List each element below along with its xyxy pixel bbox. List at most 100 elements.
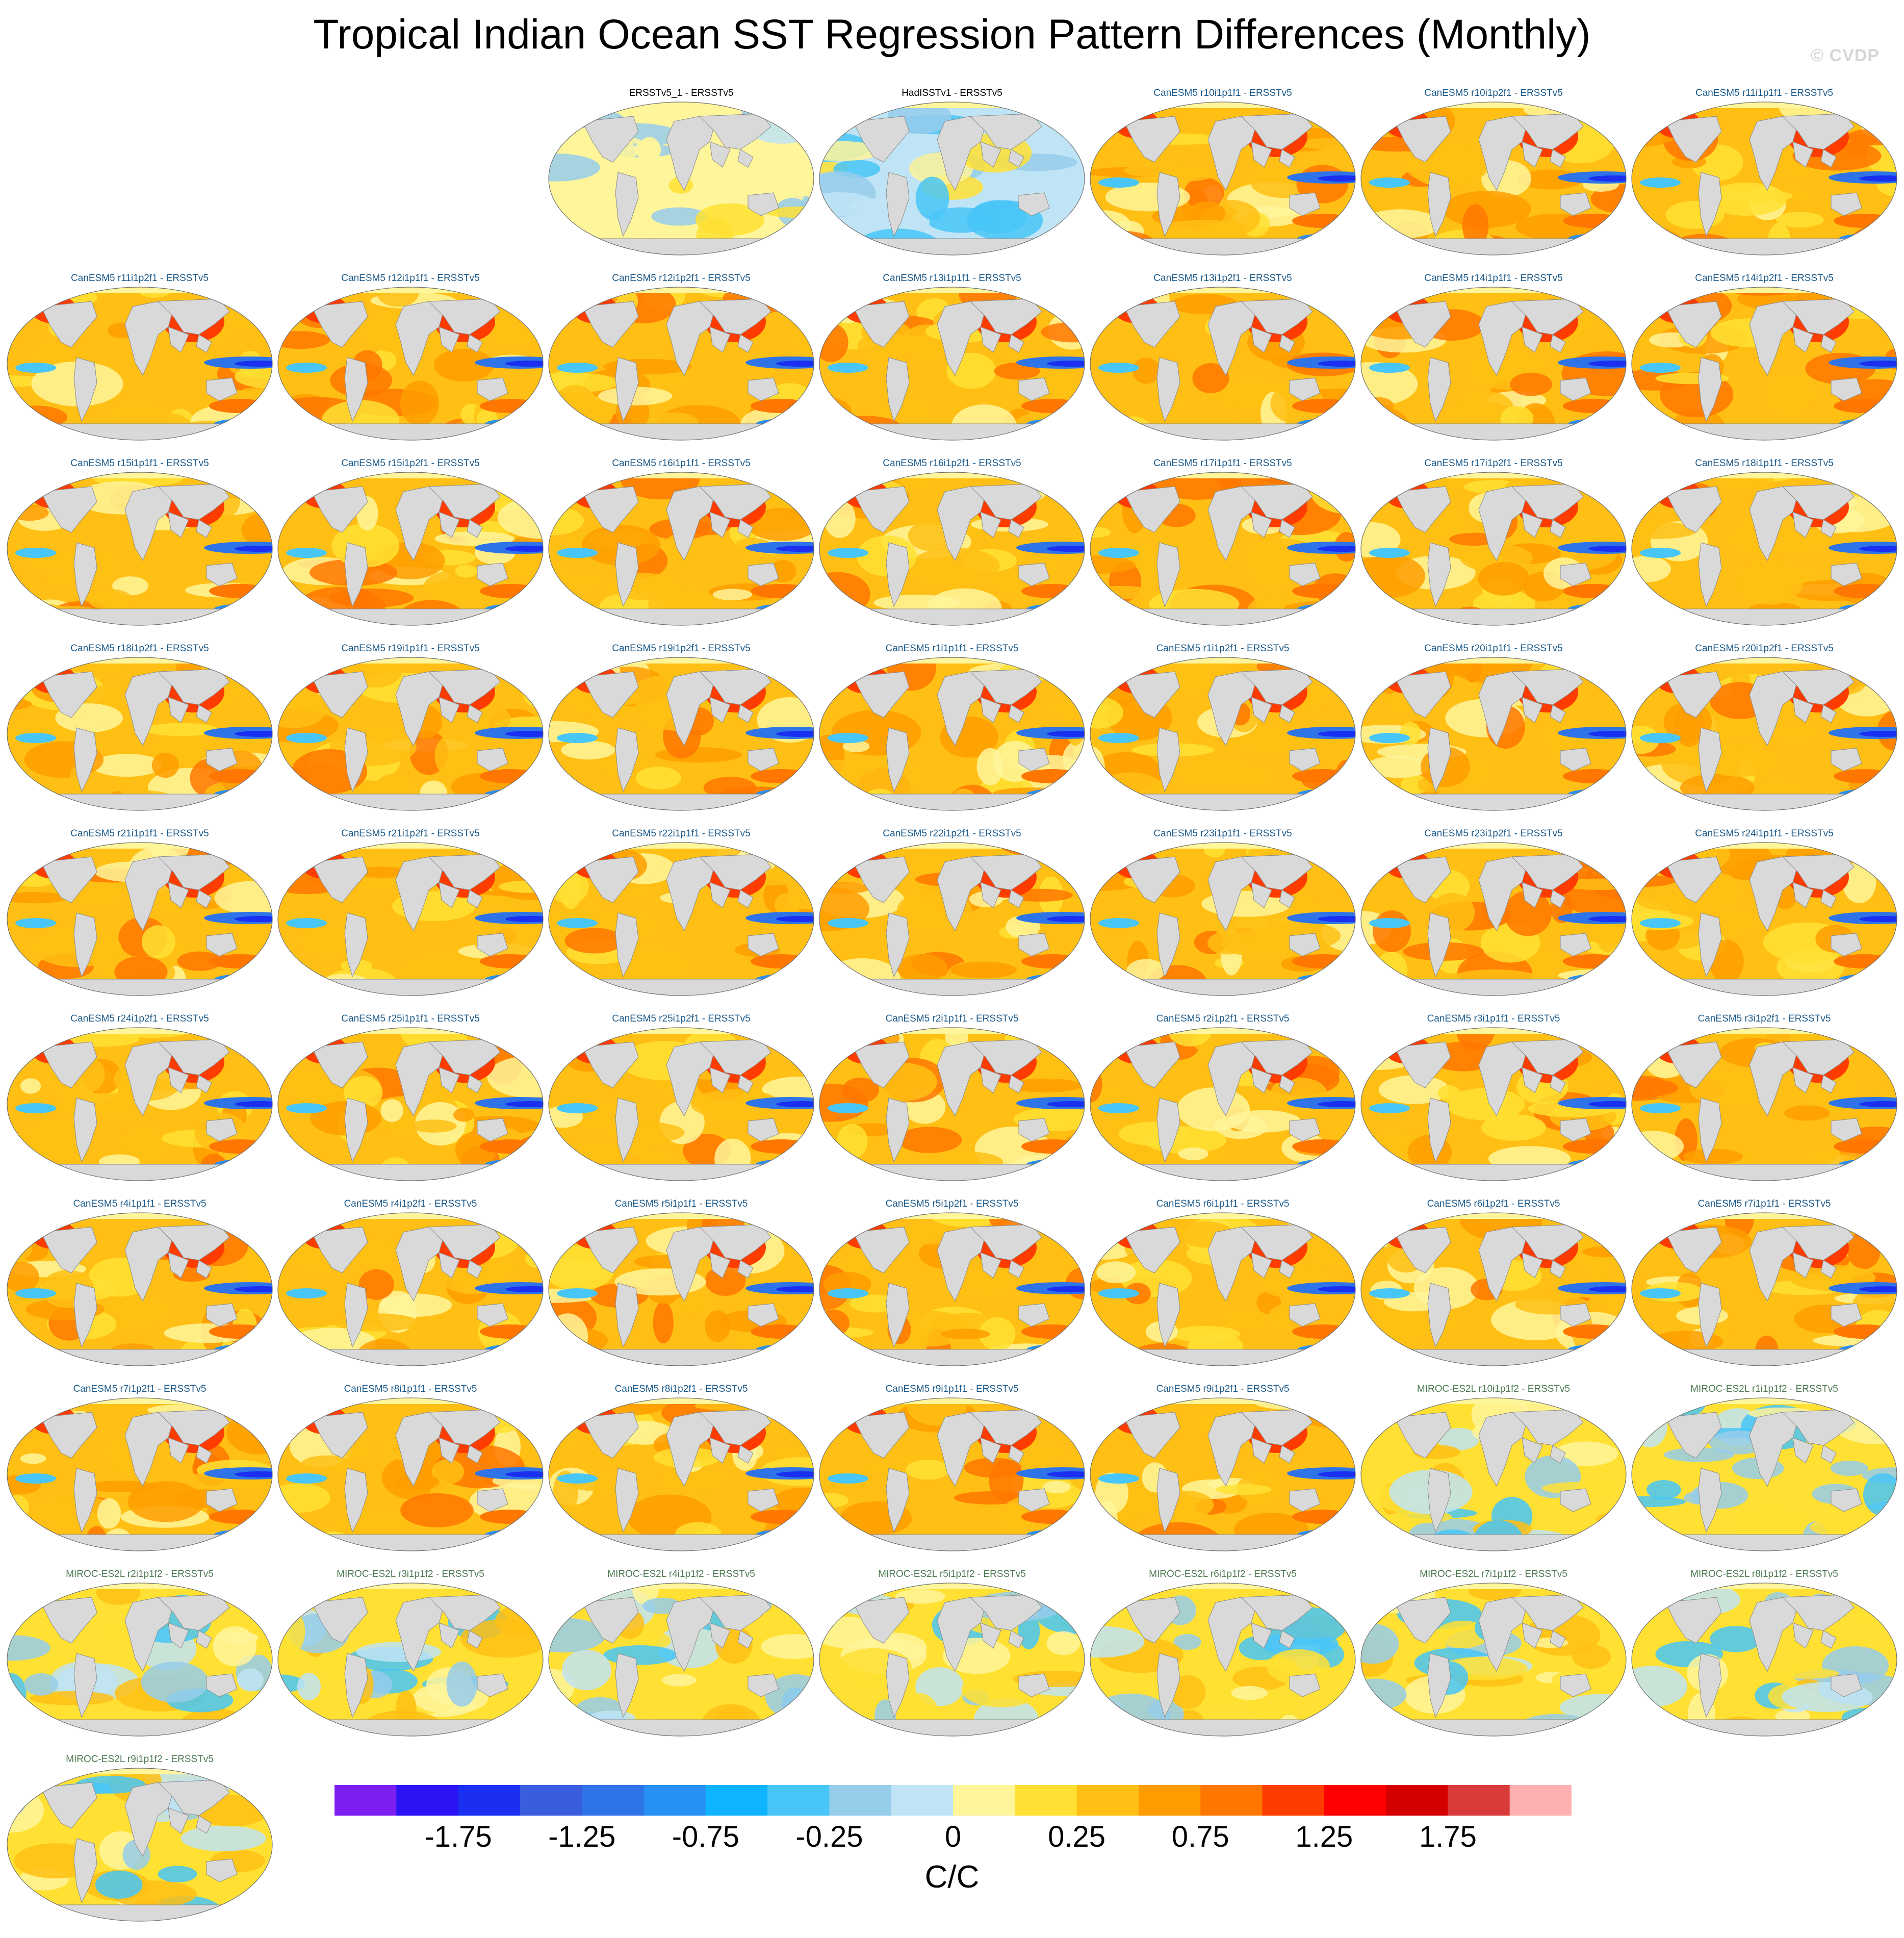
panel-title: CanESM5 r23i1p1f1 - ERSSTv5 <box>1153 828 1292 839</box>
map-panel: CanESM5 r10i1p1f1 - ERSSTv5 <box>1088 87 1357 272</box>
colorbar-box <box>582 1785 644 1816</box>
map-panel: CanESM5 r18i1p1f1 - ERSSTv5 <box>1630 457 1899 642</box>
map-panel: MIROC-ES2L r9i1p1f2 - ERSSTv5 <box>5 1753 274 1938</box>
panel-title: CanESM5 r1i1p2f1 - ERSSTv5 <box>1156 643 1290 654</box>
map-panel: CanESM5 r25i1p2f1 - ERSSTv5 <box>547 1012 816 1197</box>
global-map <box>819 287 1085 441</box>
panel-title: MIROC-ES2L r8i1p1f2 - ERSSTv5 <box>1690 1569 1838 1579</box>
map-panel: MIROC-ES2L r2i1p1f2 - ERSSTv5 <box>5 1568 274 1753</box>
map-panel: CanESM5 r23i1p1f1 - ERSSTv5 <box>1088 827 1357 1012</box>
panel-title: CanESM5 r24i1p2f1 - ERSSTv5 <box>70 1013 209 1024</box>
map-panel: MIROC-ES2L r5i1p1f2 - ERSSTv5 <box>817 1568 1087 1753</box>
global-map <box>548 1583 814 1737</box>
global-map <box>1090 1397 1356 1551</box>
panel-title: CanESM5 r25i1p2f1 - ERSSTv5 <box>612 1013 751 1024</box>
colorbar-tick-label: -0.75 <box>672 1820 739 1853</box>
map-panel: CanESM5 r4i1p1f1 - ERSSTv5 <box>5 1197 274 1383</box>
panel-title: CanESM5 r8i1p1f1 - ERSSTv5 <box>344 1384 477 1394</box>
colorbar-box <box>1386 1785 1448 1816</box>
global-map <box>1090 842 1356 996</box>
map-panel: CanESM5 r13i1p1f1 - ERSSTv5 <box>817 272 1087 457</box>
panel-title: CanESM5 r13i1p2f1 - ERSSTv5 <box>1153 273 1292 284</box>
colorbar-box <box>705 1785 768 1816</box>
global-map <box>819 1583 1085 1737</box>
panel-title: CanESM5 r3i1p1f1 - ERSSTv5 <box>1427 1013 1560 1024</box>
global-map <box>277 1212 544 1366</box>
panel-title: CanESM5 r22i1p1f1 - ERSSTv5 <box>612 828 751 839</box>
map-panel: CanESM5 r15i1p2f1 - ERSSTv5 <box>276 457 545 642</box>
map-panel: CanESM5 r10i1p2f1 - ERSSTv5 <box>1359 87 1628 272</box>
global-map <box>1360 1583 1627 1737</box>
global-map <box>1360 1027 1627 1181</box>
global-map <box>7 1027 273 1181</box>
panel-title: CanESM5 r20i1p2f1 - ERSSTv5 <box>1695 643 1834 654</box>
panel-title: HadISSTv1 - ERSSTv5 <box>902 88 1002 98</box>
map-panel: CanESM5 r12i1p1f1 - ERSSTv5 <box>276 272 545 457</box>
map-panel: CanESM5 r22i1p2f1 - ERSSTv5 <box>817 827 1087 1012</box>
colorbar <box>335 1785 1572 1816</box>
global-map <box>7 1397 273 1551</box>
panel-title: MIROC-ES2L r6i1p1f2 - ERSSTv5 <box>1149 1569 1297 1579</box>
map-panel: CanESM5 r21i1p2f1 - ERSSTv5 <box>276 827 545 1012</box>
map-panel: CanESM5 r19i1p1f1 - ERSSTv5 <box>276 642 545 827</box>
colorbar-tick-label: 1.75 <box>1419 1820 1477 1853</box>
global-map <box>1631 1027 1897 1181</box>
map-panel: CanESM5 r5i1p1f1 - ERSSTv5 <box>547 1197 816 1383</box>
global-map <box>548 101 814 256</box>
colorbar-box <box>520 1785 582 1816</box>
global-map <box>277 842 544 996</box>
colorbar-box <box>767 1785 830 1816</box>
map-panel: MIROC-ES2L r3i1p1f2 - ERSSTv5 <box>276 1568 545 1753</box>
panel-title: MIROC-ES2L r9i1p1f2 - ERSSTv5 <box>66 1754 214 1765</box>
panel-title: CanESM5 r3i1p2f1 - ERSSTv5 <box>1697 1013 1831 1024</box>
map-panel: HadISSTv1 - ERSSTv5 <box>817 87 1087 272</box>
global-map <box>548 842 814 996</box>
map-panel: CanESM5 r17i1p2f1 - ERSSTv5 <box>1359 457 1628 642</box>
map-panel: CanESM5 r14i1p2f1 - ERSSTv5 <box>1630 272 1899 457</box>
panel-title: MIROC-ES2L r10i1p1f2 - ERSSTv5 <box>1417 1384 1571 1394</box>
colorbar-box <box>1015 1785 1077 1816</box>
global-map <box>1631 1397 1897 1551</box>
colorbar-box <box>1324 1785 1386 1816</box>
map-panel: CanESM5 r24i1p1f1 - ERSSTv5 <box>1630 827 1899 1012</box>
map-panel: CanESM5 r12i1p2f1 - ERSSTv5 <box>547 272 816 457</box>
panel-title: MIROC-ES2L r2i1p1f2 - ERSSTv5 <box>66 1569 214 1579</box>
panel-title: CanESM5 r10i1p1f1 - ERSSTv5 <box>1153 88 1292 98</box>
colorbar-box <box>953 1785 1015 1816</box>
panel-title: CanESM5 r5i1p2f1 - ERSSTv5 <box>885 1198 1019 1209</box>
colorbar-box <box>644 1785 706 1816</box>
panel-title: CanESM5 r21i1p1f1 - ERSSTv5 <box>70 828 209 839</box>
global-map <box>1090 287 1356 441</box>
panel-title: CanESM5 r11i1p1f1 - ERSSTv5 <box>1695 88 1833 98</box>
figure-title: Tropical Indian Ocean SST Regression Pat… <box>313 11 1591 58</box>
panel-title: MIROC-ES2L r7i1p1f2 - ERSSTv5 <box>1420 1569 1567 1579</box>
map-panel: CanESM5 r1i1p2f1 - ERSSTv5 <box>1088 642 1357 827</box>
panel-title: CanESM5 r18i1p2f1 - ERSSTv5 <box>70 643 209 654</box>
panel-title: CanESM5 r18i1p1f1 - ERSSTv5 <box>1695 458 1834 469</box>
panel-title: CanESM5 r2i1p2f1 - ERSSTv5 <box>1156 1013 1290 1024</box>
map-panel: CanESM5 r3i1p1f1 - ERSSTv5 <box>1359 1012 1628 1197</box>
global-map <box>819 472 1085 626</box>
global-map <box>1360 657 1627 811</box>
map-panel: CanESM5 r2i1p2f1 - ERSSTv5 <box>1088 1012 1357 1197</box>
map-panel: CanESM5 r6i1p2f1 - ERSSTv5 <box>1359 1197 1628 1383</box>
panel-title: CanESM5 r4i1p2f1 - ERSSTv5 <box>344 1198 477 1209</box>
colorbar-box <box>335 1785 397 1816</box>
colorbar-box <box>1076 1785 1139 1816</box>
global-map <box>1631 472 1897 626</box>
global-map <box>1360 1212 1627 1366</box>
panel-title: CanESM5 r20i1p1f1 - ERSSTv5 <box>1424 643 1563 654</box>
global-map <box>548 1212 814 1366</box>
global-map <box>1090 1583 1356 1737</box>
map-panel: CanESM5 r7i1p1f1 - ERSSTv5 <box>1630 1197 1899 1383</box>
global-map <box>1631 657 1897 811</box>
colorbar-box <box>1262 1785 1325 1816</box>
global-map <box>277 472 544 626</box>
colorbar-box <box>1138 1785 1201 1816</box>
global-map <box>1360 287 1627 441</box>
map-panel: CanESM5 r16i1p2f1 - ERSSTv5 <box>817 457 1087 642</box>
panel-title: CanESM5 r6i1p1f1 - ERSSTv5 <box>1156 1198 1290 1209</box>
map-panel: CanESM5 r7i1p2f1 - ERSSTv5 <box>5 1383 274 1568</box>
global-map <box>819 1027 1085 1181</box>
colorbar-box <box>396 1785 459 1816</box>
